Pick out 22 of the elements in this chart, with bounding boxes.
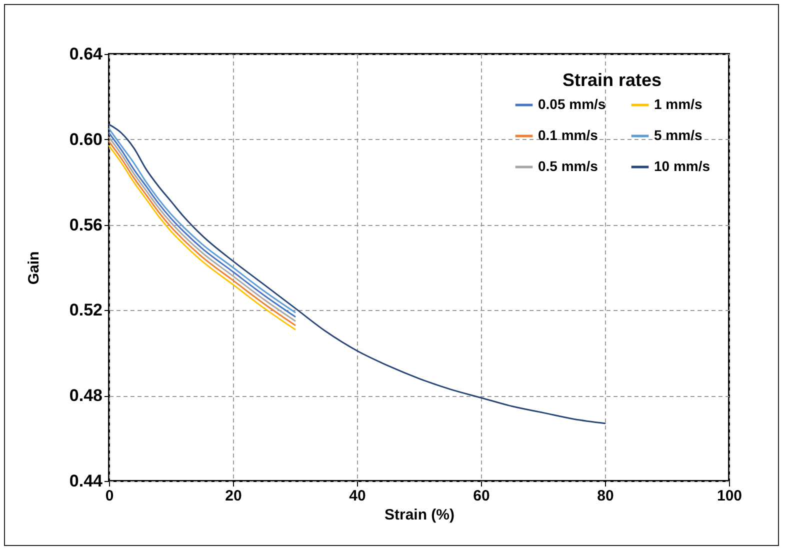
legend-label: 0.05 mm/s — [538, 96, 606, 112]
line-series — [108, 124, 606, 424]
legend-title: Strain rates — [562, 70, 662, 90]
x-axis-title: Strain (%) — [384, 506, 455, 524]
x-tick-label: 20 — [225, 488, 242, 504]
y-tick-label: 0.64 — [69, 44, 104, 64]
legend-label: 5 mm/s — [654, 127, 702, 143]
legend-label: 1 mm/s — [654, 96, 702, 112]
y-tick-label: 0.48 — [69, 386, 102, 406]
y-tick-label: 0.44 — [69, 472, 104, 490]
x-tick-label: 100 — [716, 488, 742, 504]
y-tick-label: 0.56 — [69, 215, 102, 234]
y-tick-label: 0.60 — [69, 130, 102, 149]
y-axis-title: Gain — [25, 251, 42, 285]
y-tick-label: 0.52 — [69, 300, 102, 320]
legend-label: 0.5 mm/s — [538, 158, 598, 174]
x-tick-label: 80 — [597, 488, 614, 504]
legend-label: 0.1 mm/s — [538, 127, 598, 143]
x-tick-label: 40 — [349, 488, 366, 504]
x-tick-label: 60 — [473, 488, 490, 504]
x-tick-label: 0 — [105, 488, 114, 504]
legend-label: 10 mm/s — [654, 158, 710, 174]
